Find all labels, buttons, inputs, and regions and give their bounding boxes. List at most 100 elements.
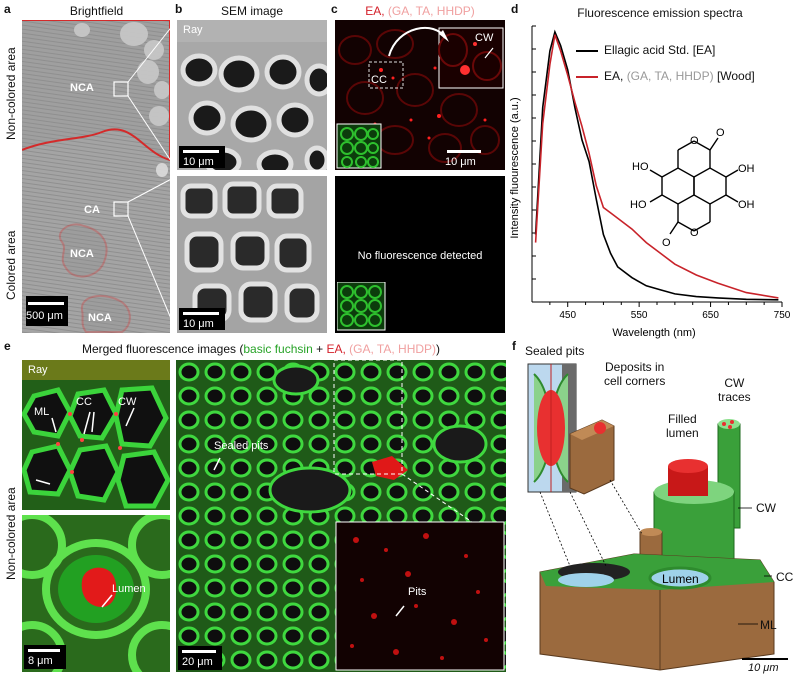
panel-a-letter: a: [4, 2, 11, 16]
ellagic-acid-structure: O HO O HO OH O OH O: [630, 127, 755, 249]
scalebar-e-small: [28, 649, 60, 652]
chart-x-tick-label: 450: [559, 310, 576, 321]
legend-red-b: (GA, TA, HHDP): [626, 69, 714, 83]
chart-x-tick-label: 550: [631, 310, 648, 321]
fluorescence-image-top: CC CW 10 μm: [335, 20, 505, 170]
scalebar-b-top: [183, 150, 219, 153]
panel-e-side: Non-colored area: [4, 487, 18, 580]
cw-traces-line-2: traces: [718, 390, 751, 404]
panel-e-title-a: Merged fluorescence images (: [81, 342, 244, 356]
legend-red-text: EA, (GA, TA, HHDP) [Wood]: [604, 69, 755, 83]
cc-label-f: CC: [776, 570, 794, 584]
ray-label-b: Ray: [183, 24, 203, 36]
cw-traces-line-1: CW: [724, 376, 745, 390]
cc-label-c: CC: [371, 74, 387, 86]
chart-xlabel: Wavelength (nm): [612, 327, 695, 339]
cw-label-f: CW: [756, 501, 776, 515]
sem-image-top: Ray 10 μm: [177, 20, 327, 170]
mol-ho-top: HO: [632, 161, 649, 173]
merged-image-large: Sealed pits Pits 20 μm: [176, 360, 506, 672]
mol-o-ring-top: O: [690, 135, 699, 147]
panel-c-title-sub: (GA, TA, HHDP): [387, 4, 475, 18]
chart-x-tick-label: 650: [702, 310, 719, 321]
scalebar-e-big-label: 20 μm: [182, 656, 213, 668]
panel-f-letter: f: [512, 339, 516, 353]
panel-e-title-e: (GA, TA, HHDP): [349, 342, 437, 356]
panel-a-title: Brightfield: [69, 4, 124, 18]
sealed-pits-label-e: Sealed pits: [214, 440, 269, 452]
legend-black-swatch: [576, 50, 598, 52]
cc-label-e: CC: [76, 396, 92, 408]
panel-a-side-top: Non-colored area: [4, 47, 18, 140]
emission-chart: 450 550 650 750 Intensity fluourescence (a.…: [509, 25, 791, 339]
ml-label-e: ML: [34, 406, 50, 418]
lumen-label-f: Lumen: [662, 572, 699, 586]
sealed-pits-title-f: Sealed pits: [525, 344, 585, 358]
panel-e-title-c: +: [312, 342, 327, 356]
no-fluorescence-label: No fluorescence detected: [357, 250, 483, 262]
mol-o-bottom: O: [662, 237, 671, 249]
panel-e-title-b: basic fuchsin: [243, 342, 313, 356]
sem-image-bottom: 10 μm: [177, 176, 327, 333]
merged-image-small-bottom: Lumen 8 μm: [22, 515, 170, 672]
scalebar-a-label: 500 μm: [26, 310, 63, 322]
scalebar-a: [28, 302, 64, 305]
nca-label-bottom: NCA: [88, 312, 112, 324]
panel-d-title: Fluorescence emission spectra: [577, 6, 743, 20]
panel-e-title-d: EA,: [326, 342, 346, 356]
mol-oh-right-bottom: OH: [738, 199, 755, 211]
panel-a-side-bottom: Colored area: [4, 230, 18, 300]
lumen-label-e: Lumen: [112, 583, 146, 595]
panel-b-title: SEM image: [220, 4, 284, 18]
filled-lumen-label: Filled lumen: [666, 412, 699, 440]
panel-c-title: EA, (GA, TA, HHDP): [335, 4, 505, 18]
chart-series-1: [534, 34, 779, 299]
scalebar-f-label: 10 μm: [748, 662, 779, 674]
mol-o-top: O: [716, 127, 725, 139]
ray-label-e: Ray: [28, 364, 48, 376]
legend-red-c: [Wood]: [716, 69, 755, 83]
chart-x-tick-label: 750: [774, 310, 791, 321]
cw-label-c: CW: [475, 32, 494, 44]
mol-ho-bottom: HO: [630, 199, 647, 211]
legend-black-text: Ellagic acid Std. [EA]: [604, 43, 716, 57]
panel-c-letter: c: [331, 2, 338, 16]
scalebar-b-bottom-label: 10 μm: [183, 318, 214, 330]
scalebar-c-label: 10 μm: [445, 156, 476, 168]
deposits-line-2: cell corners: [604, 374, 666, 388]
scalebar-e-small-label: 8 μm: [28, 655, 53, 667]
fluorescence-image-bottom: No fluorescence detected: [335, 176, 505, 333]
sealed-pit-inset: [527, 363, 577, 493]
scalebar-b-bottom: [183, 312, 219, 315]
filled-lumen-line-1: Filled: [668, 412, 697, 426]
cw-traces-label: CW traces: [718, 376, 751, 404]
scalebar-e-big: [182, 650, 216, 653]
wood-3d-model: [527, 363, 788, 671]
panel-e-letter: e: [4, 339, 11, 353]
panel-d-letter: d: [511, 2, 519, 16]
panel-b-letter: b: [175, 2, 183, 16]
ca-label: CA: [84, 204, 100, 216]
nca-label-mid: NCA: [70, 248, 94, 260]
scalebar-b-top-label: 10 μm: [183, 156, 214, 168]
panel-e-title-f: ): [436, 342, 441, 356]
panel-e-title: Merged fluorescence images (basic fuchsi…: [26, 342, 496, 356]
pits-label-e: Pits: [408, 586, 427, 598]
mol-oh-right-top: OH: [738, 163, 755, 175]
deposits-label: Deposits in cell corners: [604, 360, 665, 388]
filled-lumen-line-2: lumen: [666, 426, 699, 440]
ml-label-f: ML: [760, 618, 777, 632]
nca-label-top: NCA: [70, 82, 94, 94]
deposits-line-1: Deposits in: [604, 360, 665, 374]
merged-image-small-top: Ray ML CC CW: [22, 360, 170, 510]
chart-ylabel: Intensity fluourescence (a.u.): [509, 97, 521, 238]
chart-series-0: [534, 29, 779, 301]
panel-c-title-main: EA,: [365, 4, 385, 18]
cw-label-e: CW: [118, 396, 137, 408]
legend-red-a: EA,: [604, 69, 624, 83]
legend-red-swatch: [576, 76, 598, 78]
brightfield-image: NCA CA NCA NCA 500 μm: [22, 20, 170, 333]
mol-o-ring-bottom: O: [690, 227, 699, 239]
scalebar-a-bg: [26, 296, 68, 326]
scalebar-c: [447, 150, 481, 153]
